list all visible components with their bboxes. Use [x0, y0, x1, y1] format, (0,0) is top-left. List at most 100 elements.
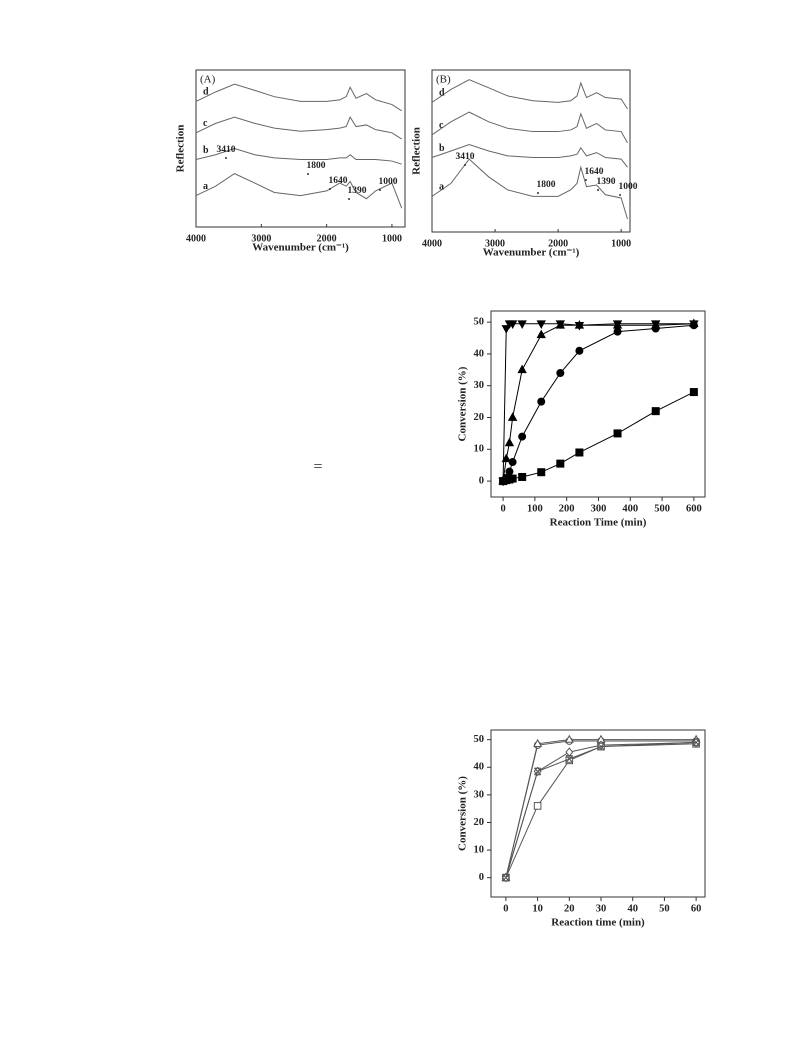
curve-label: b [203, 145, 209, 156]
series-line [502, 391, 695, 482]
x-tick-label: 1000 [611, 238, 631, 249]
series-line [505, 743, 697, 878]
series-line [195, 83, 403, 112]
marker [504, 437, 515, 447]
y-axis-label: Conversion (%) [457, 776, 469, 851]
x-axis-label: Reaction time (min) [551, 917, 645, 929]
peak-annotation: 1800 [537, 180, 556, 190]
x-tick-label: 2000 [317, 233, 337, 244]
x-tick-label: 2000 [548, 238, 568, 249]
x-tick-label: 50 [659, 903, 670, 914]
marker [501, 453, 511, 463]
peak-marker [464, 164, 466, 166]
panel-label: (A) [200, 74, 216, 86]
marker [689, 320, 699, 329]
curve-label: b [439, 143, 445, 154]
y-tick-label: 40 [474, 762, 485, 773]
peak-annotation: 1000 [379, 177, 398, 187]
series-line [195, 147, 402, 165]
series-line [431, 79, 628, 110]
curve-label: d [439, 88, 445, 99]
y-tick-label: 30 [474, 380, 485, 391]
marker [574, 322, 585, 331]
marker [533, 802, 542, 810]
peak-marker [619, 194, 621, 196]
marker [507, 320, 518, 329]
marker [517, 364, 527, 374]
x-tick-label: 0 [503, 903, 508, 914]
series-line [431, 158, 628, 220]
peak-annotation: 1800 [307, 161, 326, 171]
peak-marker [379, 189, 381, 191]
peak-marker [225, 157, 227, 159]
plot-frame [490, 729, 706, 898]
y-tick-label: 50 [474, 317, 485, 328]
series-line [505, 741, 697, 878]
x-tick-label: 500 [654, 503, 670, 514]
marker [612, 320, 623, 329]
x-tick-label: 1000 [382, 233, 402, 244]
x-tick-label: 200 [559, 503, 575, 514]
x-tick-label: 100 [527, 503, 543, 514]
series-line [505, 741, 697, 878]
peak-annotation: 1000 [619, 182, 638, 192]
y-tick-label: 20 [474, 412, 485, 423]
marker [518, 432, 527, 441]
curve-label: a [203, 181, 208, 192]
y-axis-label: Conversion (%) [457, 366, 469, 441]
marker [575, 448, 584, 457]
marker [518, 472, 527, 481]
x-tick-label: 3000 [485, 238, 505, 249]
peak-annotation: 1640 [329, 176, 348, 186]
y-tick-label: 50 [474, 734, 485, 745]
marker [651, 320, 661, 329]
peak-marker [348, 198, 350, 200]
peak-annotation: 3410 [217, 145, 236, 155]
plot-frame [195, 69, 406, 228]
x-tick-label: 30 [596, 903, 607, 914]
curve-label: c [203, 118, 208, 129]
curve-label: a [439, 182, 444, 193]
series-line [502, 323, 694, 482]
y-axis-label: Reflection [175, 125, 187, 173]
marker [517, 320, 527, 329]
marker [613, 429, 622, 438]
series-line [195, 116, 403, 140]
y-axis-label: Reflection [411, 127, 423, 175]
x-tick-label: 0 [500, 503, 505, 514]
plot-frame [490, 310, 706, 498]
marker [533, 767, 542, 776]
x-tick-label: 40 [627, 903, 638, 914]
x-tick-label: 10 [532, 903, 543, 914]
marker [689, 388, 698, 397]
marker [505, 467, 514, 476]
marker [597, 742, 605, 751]
peak-marker [537, 192, 539, 194]
series-line [431, 111, 628, 144]
marker [556, 459, 565, 468]
stray-mark: = [313, 459, 322, 476]
y-tick-label: 0 [479, 476, 484, 487]
peak-marker [329, 188, 331, 190]
x-tick-label: 300 [591, 503, 607, 514]
marker [533, 738, 543, 747]
series-line [195, 173, 403, 209]
peak-annotation: 1390 [597, 177, 616, 187]
series-line [502, 324, 694, 482]
marker [537, 397, 546, 406]
peak-marker [585, 179, 587, 181]
marker [555, 320, 566, 329]
peak-annotation: 1390 [348, 186, 367, 196]
marker [536, 320, 546, 329]
x-axis-label: Reaction Time (min) [550, 517, 647, 529]
marker [501, 325, 511, 334]
curve-label: d [203, 87, 209, 98]
marker [536, 329, 546, 339]
x-tick-label: 60 [691, 903, 702, 914]
y-tick-label: 10 [474, 444, 485, 455]
marker [498, 477, 508, 487]
marker [564, 734, 574, 743]
marker [651, 407, 660, 416]
